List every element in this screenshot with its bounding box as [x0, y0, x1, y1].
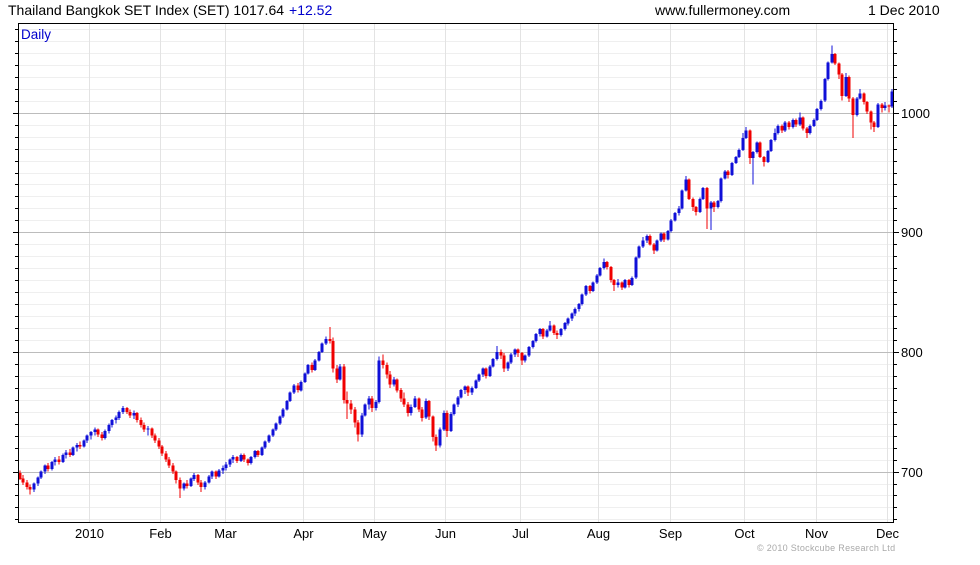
- interval-label: Daily: [21, 27, 52, 42]
- svg-text:Dec: Dec: [876, 526, 900, 541]
- svg-text:Sep: Sep: [659, 526, 682, 541]
- chart-title-text: Thailand Bangkok SET Index (SET) 1017.64: [8, 2, 285, 18]
- svg-text:Oct: Oct: [734, 526, 755, 541]
- svg-text:Apr: Apr: [293, 526, 314, 541]
- svg-text:Mar: Mar: [214, 526, 237, 541]
- chart-date: 1 Dec 2010: [868, 2, 940, 18]
- website-watermark: www.fullermoney.com: [655, 2, 791, 18]
- price-change: +12.52: [289, 2, 333, 18]
- svg-text:Aug: Aug: [587, 526, 610, 541]
- svg-text:2010: 2010: [75, 526, 104, 541]
- svg-text:Nov: Nov: [805, 526, 829, 541]
- plot-border: [18, 23, 894, 523]
- svg-text:1000: 1000: [901, 106, 930, 121]
- grid-lines: [18, 23, 894, 523]
- svg-text:May: May: [362, 526, 387, 541]
- svg-text:Jul: Jul: [512, 526, 529, 541]
- svg-text:Feb: Feb: [149, 526, 171, 541]
- svg-text:Jun: Jun: [435, 526, 456, 541]
- axis-ticks: [13, 29, 899, 520]
- candles: [18, 45, 894, 498]
- copyright-notice: © 2010 Stockcube Research Ltd: [757, 543, 896, 553]
- chart-title: Thailand Bangkok SET Index (SET) 1017.64…: [8, 2, 332, 18]
- svg-text:800: 800: [901, 345, 923, 360]
- svg-text:900: 900: [901, 225, 923, 240]
- axis-labels: 2010 Feb Mar Apr May Jun Jul Aug Sep Oct Nov Dec 700…: [75, 106, 930, 541]
- svg-text:700: 700: [901, 465, 923, 480]
